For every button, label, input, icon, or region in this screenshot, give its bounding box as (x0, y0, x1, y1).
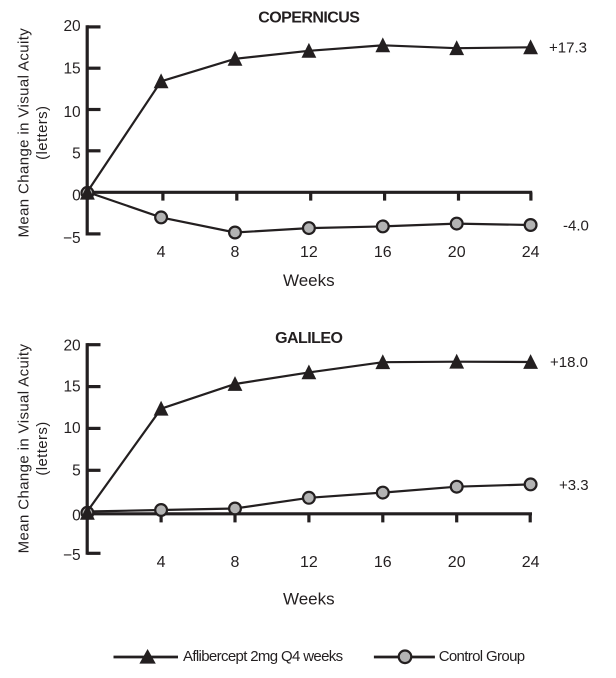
svg-text:12: 12 (300, 554, 318, 571)
svg-text:+3.3: +3.3 (559, 477, 589, 494)
svg-text:(letters): (letters) (34, 421, 51, 475)
svg-text:GALILEO: GALILEO (275, 330, 342, 347)
svg-text:20: 20 (63, 18, 81, 35)
svg-text:Weeks: Weeks (283, 590, 335, 609)
svg-text:20: 20 (448, 554, 466, 571)
svg-text:4: 4 (157, 244, 166, 261)
svg-text:15: 15 (63, 379, 80, 396)
svg-text:20: 20 (63, 337, 81, 354)
svg-text:4: 4 (157, 554, 166, 571)
svg-text:12: 12 (300, 244, 318, 261)
svg-text:Mean Change in Visual Acuity: Mean Change in Visual Acuity (16, 344, 33, 554)
svg-text:Mean Change in Visual Acuity: Mean Change in Visual Acuity (16, 28, 33, 238)
svg-text:8: 8 (231, 244, 240, 261)
svg-text:10: 10 (63, 420, 81, 437)
svg-text:5: 5 (72, 145, 81, 162)
svg-text:24: 24 (522, 554, 540, 571)
svg-text:20: 20 (448, 244, 466, 261)
svg-text:16: 16 (374, 554, 392, 571)
svg-text:COPERNICUS: COPERNICUS (258, 10, 360, 27)
svg-text:−5: −5 (63, 547, 81, 564)
svg-text:Weeks: Weeks (283, 271, 335, 290)
svg-text:0: 0 (72, 508, 81, 525)
svg-text:+17.3: +17.3 (549, 40, 587, 57)
svg-text:8: 8 (231, 554, 240, 571)
svg-text:16: 16 (374, 244, 392, 261)
svg-text:−5: −5 (63, 230, 81, 247)
svg-text:Control Group: Control Group (439, 648, 525, 665)
svg-text:Aflibercept 2mg Q4 weeks: Aflibercept 2mg Q4 weeks (183, 648, 343, 665)
svg-text:15: 15 (63, 61, 80, 78)
svg-text:-4.0: -4.0 (563, 218, 589, 235)
svg-text:0: 0 (72, 188, 81, 205)
svg-text:5: 5 (72, 462, 81, 479)
svg-text:24: 24 (522, 244, 540, 261)
svg-text:10: 10 (63, 104, 81, 121)
svg-text:(letters): (letters) (34, 106, 51, 160)
svg-text:+18.0: +18.0 (550, 354, 588, 371)
